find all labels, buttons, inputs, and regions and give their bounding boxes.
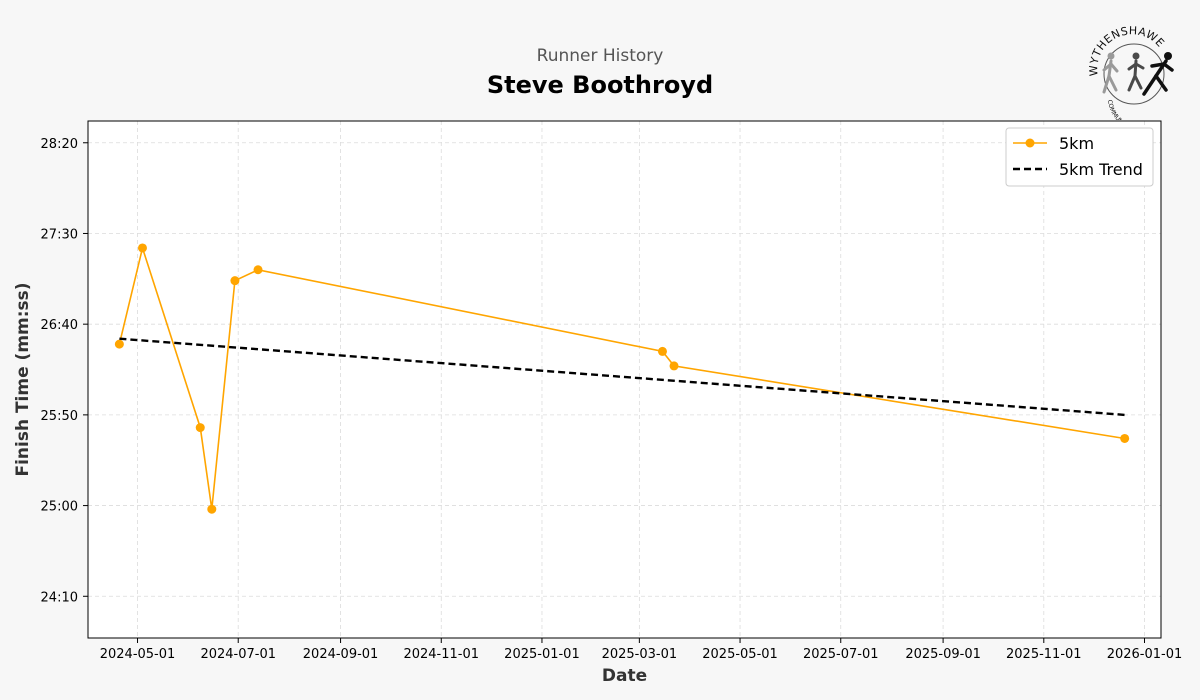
chart-subtitle: Runner History: [536, 46, 664, 66]
y-tick-label: 26:40: [41, 318, 78, 333]
x-tick-label: 2024-09-01: [303, 647, 379, 662]
legend-marker: [1025, 138, 1035, 148]
data-point: [657, 346, 667, 356]
x-tick-label: 2025-11-01: [1006, 647, 1082, 662]
wythenshawe-logo-icon: WYTHENSHAWE COMMUNITY RUN: [1087, 24, 1174, 120]
x-tick-label: 2026-01-01: [1107, 647, 1183, 662]
data-point: [1120, 433, 1130, 443]
plot-area: [88, 121, 1161, 638]
x-tick-label: 2024-07-01: [200, 647, 276, 662]
data-point: [207, 504, 217, 514]
y-tick-label: 24:10: [41, 590, 78, 605]
y-tick-label: 28:20: [41, 137, 78, 152]
y-tick-label: 25:00: [41, 500, 78, 515]
x-tick-label: 2024-05-01: [100, 647, 176, 662]
data-point: [137, 243, 147, 253]
y-tick-label: 25:50: [41, 409, 78, 424]
data-point: [195, 423, 205, 433]
plot-frame: [87, 120, 1162, 639]
data-point: [114, 339, 124, 349]
legend-label: 5km Trend: [1059, 160, 1143, 179]
y-tick-label: 27:30: [41, 227, 78, 242]
data-point: [230, 276, 240, 286]
x-axis-label: Date: [602, 666, 647, 686]
series-5km-trend-line: [119, 337, 1125, 417]
x-tick-label: 2024-11-01: [403, 647, 479, 662]
x-tick-label: 2025-01-01: [504, 647, 580, 662]
chart-title: Steve Boothroyd: [486, 71, 714, 99]
x-tick-label: 2025-03-01: [602, 647, 678, 662]
legend-label: 5km: [1059, 134, 1094, 153]
data-point: [669, 361, 679, 371]
x-tick-label: 2025-05-01: [702, 647, 778, 662]
data-point: [253, 265, 263, 275]
x-tick-label: 2025-09-01: [905, 647, 981, 662]
x-tick-label: 2025-07-01: [803, 647, 879, 662]
y-axis-label: Finish Time (mm:ss): [13, 282, 33, 476]
